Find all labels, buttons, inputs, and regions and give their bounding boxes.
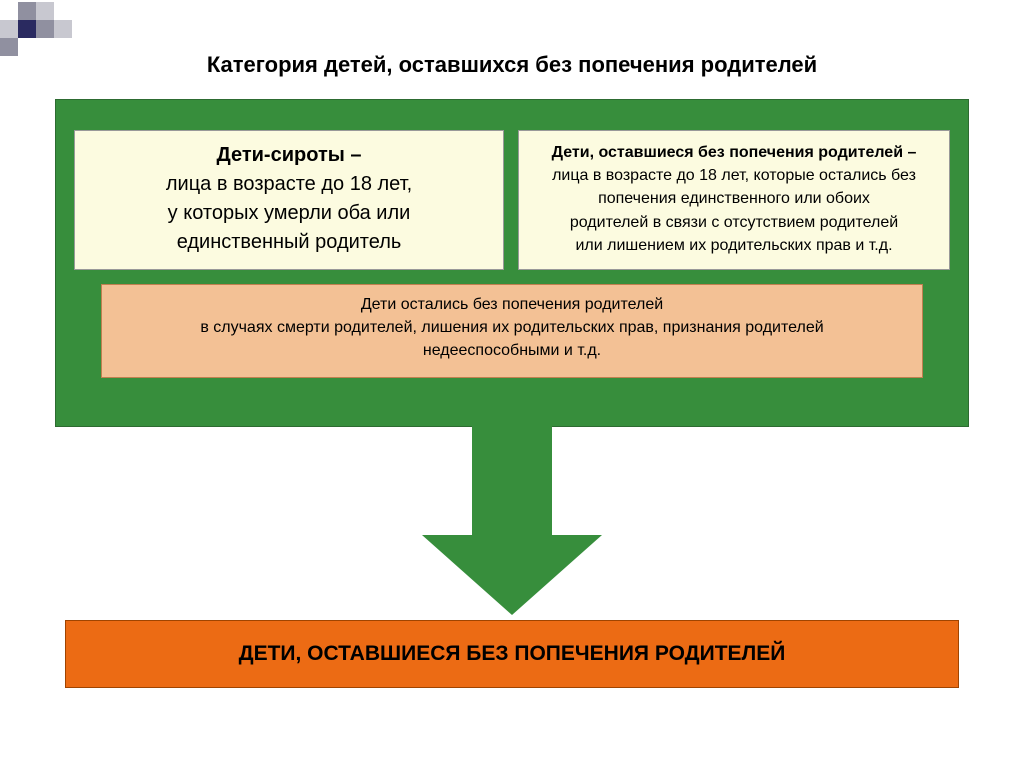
card-without-care-line: лица в возрасте до 18 лет, которые остал… [527, 164, 941, 187]
card-reasons-line: в случаях смерти родителей, лишения их р… [120, 316, 904, 339]
conclusion-banner: ДЕТИ, ОСТАВШИЕСЯ БЕЗ ПОПЕЧЕНИЯ РОДИТЕЛЕЙ [65, 620, 959, 688]
card-reasons: Дети остались без попечения родителей в … [101, 284, 923, 378]
card-orphans-heading: Дети-сироты – [83, 141, 495, 170]
down-arrow [0, 425, 1024, 617]
main-panel: Дети-сироты – лица в возрасте до 18 лет,… [55, 99, 969, 427]
arrow-head-icon [422, 535, 602, 615]
corner-decor [0, 0, 90, 60]
card-without-care-line: родителей в связи с отсутствием родителе… [527, 211, 941, 234]
arrow-stem [472, 425, 552, 537]
card-orphans-line: единственный родитель [83, 228, 495, 257]
card-without-care-heading: Дети, оставшиеся без попечения родителей… [527, 141, 941, 164]
card-orphans-line: лица в возрасте до 18 лет, [83, 170, 495, 199]
conclusion-text: ДЕТИ, ОСТАВШИЕСЯ БЕЗ ПОПЕЧЕНИЯ РОДИТЕЛЕЙ [239, 642, 786, 666]
card-orphans: Дети-сироты – лица в возрасте до 18 лет,… [74, 130, 504, 270]
two-column-row: Дети-сироты – лица в возрасте до 18 лет,… [56, 100, 968, 270]
card-reasons-line: недееспособными и т.д. [120, 339, 904, 362]
slide-title: Категория детей, оставшихся без попечени… [0, 52, 1024, 78]
card-without-care-line: попечения единственного или обоих [527, 187, 941, 210]
card-reasons-heading: Дети остались без попечения родителей [120, 293, 904, 316]
card-without-care-line: или лишением их родительских прав и т.д. [527, 234, 941, 257]
card-orphans-line: у которых умерли оба или [83, 199, 495, 228]
card-without-care: Дети, оставшиеся без попечения родителей… [518, 130, 950, 270]
